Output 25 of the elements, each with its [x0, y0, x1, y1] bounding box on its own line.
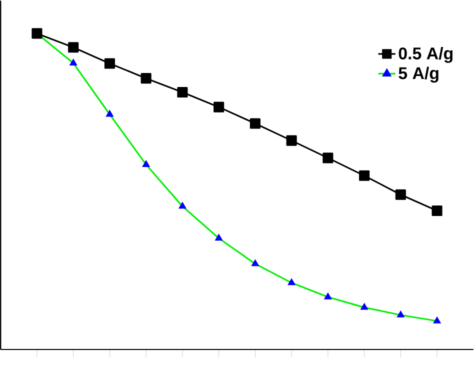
- point: [286, 135, 297, 146]
- point: [432, 206, 442, 216]
- point: [215, 234, 222, 241]
- point: [68, 42, 79, 53]
- point: [142, 160, 150, 168]
- point: [250, 118, 260, 129]
- point: [214, 102, 224, 113]
- point: [106, 110, 114, 117]
- point: [359, 170, 370, 182]
- legend-label: 0.5 A/g: [398, 47, 453, 64]
- point: [360, 303, 368, 310]
- point: [288, 278, 296, 286]
- point: [252, 260, 259, 266]
- point: [322, 152, 334, 164]
- point: [178, 202, 186, 209]
- point: [177, 87, 188, 98]
- point: [104, 58, 115, 69]
- point: [397, 311, 404, 318]
- point: [395, 189, 406, 200]
- point: [70, 59, 77, 66]
- legend-label: 5 A/g: [398, 66, 438, 83]
- point: [324, 293, 332, 300]
- point: [433, 317, 441, 324]
- point: [140, 73, 152, 84]
- point: [32, 28, 42, 39]
